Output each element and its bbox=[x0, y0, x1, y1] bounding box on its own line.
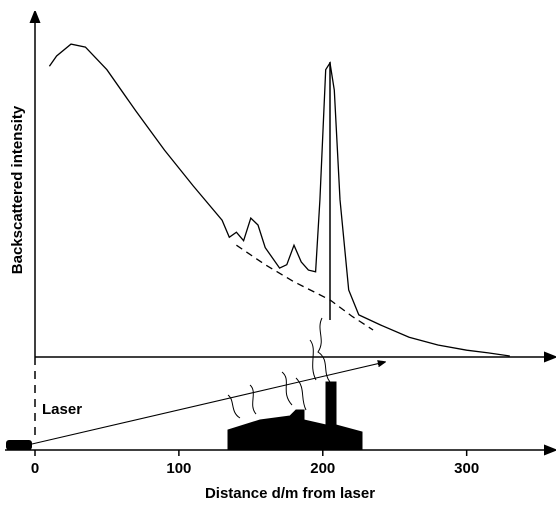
x-tick-label: 100 bbox=[166, 460, 191, 477]
smoke bbox=[227, 317, 331, 419]
x-tick-label: 0 bbox=[31, 460, 39, 477]
laser-beam bbox=[31, 362, 385, 445]
x-tick-label: 300 bbox=[454, 460, 479, 477]
x-tick-label: 200 bbox=[310, 460, 335, 477]
data-line bbox=[48, 43, 510, 357]
factory bbox=[227, 381, 363, 451]
laser-device bbox=[6, 440, 32, 450]
x-axis-label: Distance d/m from laser bbox=[205, 485, 375, 502]
y-axis-label: Backscattered intensity bbox=[9, 105, 26, 274]
data-line bbox=[236, 244, 374, 331]
laser-label: Laser bbox=[42, 401, 82, 418]
